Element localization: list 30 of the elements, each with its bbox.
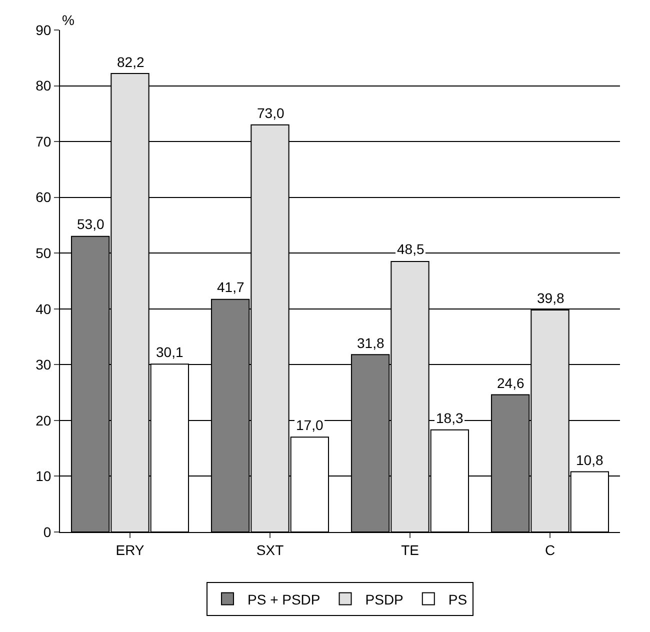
y-tick-label: 60 — [36, 189, 52, 206]
y-tick-label: 10 — [36, 468, 52, 484]
data-label: 39,8 — [537, 290, 564, 306]
data-label: 53,0 — [77, 216, 104, 232]
y-tick-label: 80 — [36, 78, 52, 94]
y-tick-label: 30 — [36, 356, 52, 373]
y-tick-label: 20 — [36, 412, 52, 428]
x-tick-label: ERY — [116, 542, 145, 558]
data-label: 24,6 — [497, 375, 524, 391]
y-tick-label: 70 — [36, 133, 52, 150]
legend-label: PS — [448, 591, 468, 608]
legend-label: PSDP — [365, 591, 404, 608]
data-label: 18,3 — [436, 410, 464, 426]
data-label: 82,2 — [117, 54, 144, 70]
y-tick-label: 0 — [43, 524, 52, 540]
x-tick-label: C — [544, 542, 556, 558]
data-label: 48,5 — [397, 241, 424, 257]
data-label: 73,0 — [257, 105, 284, 121]
legend-label: PS + PSDP — [248, 591, 320, 608]
y-axis-title: % — [62, 12, 74, 28]
x-tick-label: TE — [401, 542, 419, 558]
y-tick-label: 50 — [36, 245, 52, 262]
data-label: 41,7 — [217, 279, 244, 295]
y-tick-label: 90 — [36, 22, 52, 38]
data-label: 10,8 — [576, 452, 604, 468]
y-tick-label: 40 — [36, 300, 52, 317]
data-label: 17,0 — [296, 417, 324, 433]
data-label: 31,8 — [357, 335, 384, 351]
data-label: 30,1 — [156, 344, 184, 360]
x-tick-label: SXT — [256, 542, 284, 558]
